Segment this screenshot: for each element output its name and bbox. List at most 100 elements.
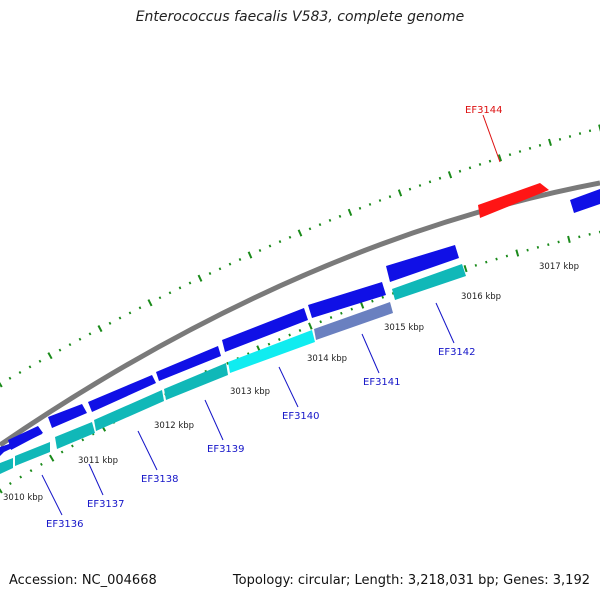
minor-tick [178, 286, 182, 290]
forward-gene[interactable] [386, 245, 459, 282]
reverse-gene[interactable] [164, 363, 228, 400]
forward-gene[interactable] [478, 183, 549, 218]
minor-tick [518, 150, 522, 153]
forward-gene[interactable] [88, 375, 156, 412]
minor-tick [68, 343, 72, 347]
minor-tick [458, 169, 462, 173]
minor-tick [60, 450, 64, 454]
major-tick [463, 264, 468, 273]
reverse-gene[interactable] [392, 264, 466, 300]
minor-tick [19, 475, 23, 479]
reverse-gene[interactable] [55, 422, 95, 449]
forward-gene[interactable] [156, 346, 221, 381]
kbp-label: 3010 kbp [3, 493, 43, 503]
forward-gene[interactable] [308, 282, 386, 318]
callout-line [482, 114, 501, 163]
minor-tick [391, 291, 395, 295]
map-title: Enterococcus faecalis V583, complete gen… [135, 9, 465, 25]
minor-tick [418, 184, 422, 187]
forward-gene[interactable] [8, 426, 43, 450]
forward-strand-genes [0, 183, 600, 456]
callout-line [88, 463, 104, 496]
gene-label-ef3139[interactable]: EF3139 [207, 444, 245, 455]
minor-tick [319, 320, 323, 324]
gene-callouts: EF3136 EF3137 EF3138 EF3139 EF3140 EF314… [41, 105, 503, 530]
gene-label-ef3140[interactable]: EF3140 [282, 411, 320, 422]
minor-tick [278, 240, 282, 244]
gene-label-ef3144[interactable]: EF3144 [465, 105, 503, 116]
kbp-label: 3012 kbp [154, 421, 194, 431]
major-tick [515, 249, 520, 257]
minor-tick [71, 444, 74, 448]
gene-label-ef3141[interactable]: EF3141 [363, 377, 401, 388]
major-tick [0, 488, 3, 494]
genome-summary: Topology: circular; Length: 3,218,031 bp… [232, 573, 590, 588]
minor-tick [547, 243, 550, 247]
major-tick [598, 124, 600, 132]
gene-label-ef3137[interactable]: EF3137 [87, 499, 125, 510]
kbp-label: 3017 kbp [539, 262, 579, 272]
minor-tick [8, 482, 12, 485]
reverse-gene[interactable] [94, 390, 164, 431]
forward-gene[interactable] [222, 308, 308, 352]
major-tick [97, 325, 103, 333]
major-tick [548, 138, 552, 146]
minor-tick [298, 329, 302, 332]
forward-gene[interactable] [570, 189, 600, 213]
minor-tick [388, 195, 392, 199]
reverse-gene[interactable] [228, 330, 315, 373]
minor-tick [218, 267, 222, 271]
reverse-gene[interactable] [314, 302, 393, 340]
minor-tick [318, 223, 322, 227]
major-tick [247, 251, 253, 259]
minor-tick [468, 166, 472, 170]
gene-label-ef3136[interactable]: EF3136 [46, 519, 84, 530]
minor-tick [538, 143, 542, 147]
kbp-labels: 3010 kbp 3011 kbp 3012 kbp 3013 kbp 3014… [3, 262, 579, 503]
minor-tick [350, 307, 354, 311]
minor-tick [340, 311, 343, 315]
minor-tick [588, 129, 592, 133]
minor-tick [371, 299, 374, 303]
reverse-strand-genes [0, 264, 466, 474]
minor-tick [128, 311, 132, 315]
major-tick [49, 454, 55, 462]
minor-tick [18, 371, 22, 374]
reverse-gene[interactable] [0, 458, 13, 474]
minor-tick [528, 146, 532, 150]
major-tick [567, 235, 571, 244]
minor-tick [208, 272, 212, 275]
major-tick [0, 382, 3, 388]
minor-tick [578, 132, 582, 135]
gene-label-ef3142[interactable]: EF3142 [438, 347, 476, 358]
minor-tick [81, 438, 85, 442]
forward-gene[interactable] [48, 404, 87, 428]
gene-label-ef3138[interactable]: EF3138 [141, 474, 179, 485]
minor-tick [378, 199, 382, 202]
callout-line [361, 333, 380, 374]
reverse-gene[interactable] [15, 442, 50, 466]
callout-line [278, 366, 299, 408]
kbp-label: 3015 kbp [384, 323, 424, 333]
minor-tick [329, 316, 333, 319]
major-tick [359, 301, 365, 309]
minor-tick [168, 291, 172, 295]
major-tick [308, 322, 313, 330]
minor-tick [277, 338, 281, 341]
minor-tick [108, 321, 112, 325]
major-tick [347, 208, 353, 216]
major-tick [147, 299, 153, 307]
minor-tick [28, 365, 32, 369]
minor-tick [368, 202, 372, 206]
minor-tick [58, 348, 62, 352]
minor-tick [78, 337, 82, 341]
minor-tick [568, 135, 572, 138]
kbp-label: 3014 kbp [307, 354, 347, 364]
minor-tick [536, 245, 540, 249]
minor-tick [8, 376, 12, 380]
minor-tick [526, 248, 529, 252]
accession-text: Accession: NC_004668 [9, 573, 157, 588]
minor-tick [328, 218, 332, 222]
kbp-label: 3016 kbp [461, 292, 501, 302]
